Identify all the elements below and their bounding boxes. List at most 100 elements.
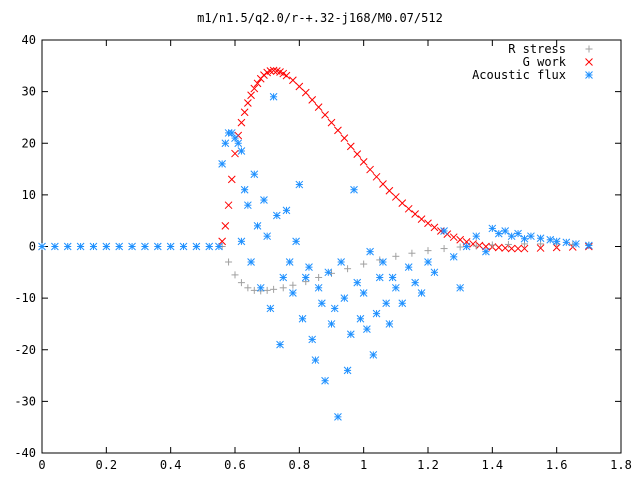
legend-label-r-stress: R stress (508, 42, 566, 56)
x-tick-label: 0.4 (160, 458, 182, 472)
data-point-acoustic-flux (501, 227, 510, 235)
data-point-acoustic-flux (507, 232, 516, 241)
data-point-r-stress (472, 242, 480, 250)
data-point-acoustic-flux (343, 366, 352, 375)
data-point-acoustic-flux (244, 201, 252, 210)
data-point-acoustic-flux (536, 234, 545, 243)
data-point-g-work (430, 223, 439, 232)
data-point-g-work (218, 237, 226, 246)
data-point-acoustic-flux (38, 242, 46, 251)
data-point-acoustic-flux (314, 283, 323, 292)
data-point-acoustic-flux (272, 211, 281, 220)
data-point-g-work (514, 244, 522, 253)
data-point-r-stress (289, 281, 297, 289)
data-point-acoustic-flux (584, 241, 593, 250)
data-point-acoustic-flux (346, 330, 355, 339)
data-point-r-stress (263, 286, 271, 294)
data-point-g-work (327, 118, 336, 127)
data-point-acoustic-flux (369, 351, 378, 359)
data-point-r-stress (360, 260, 368, 268)
data-point-acoustic-flux (276, 340, 284, 349)
data-point-acoustic-flux (372, 309, 381, 318)
data-point-g-work (536, 244, 545, 252)
data-point-r-stress (456, 243, 464, 251)
data-point-acoustic-flux (295, 180, 304, 189)
data-point-acoustic-flux (115, 242, 124, 251)
data-point-acoustic-flux (359, 289, 368, 297)
data-point-r-stress (504, 240, 512, 248)
data-point-acoustic-flux (317, 299, 326, 308)
data-point-acoustic-flux (430, 268, 439, 277)
data-point-acoustic-flux (424, 258, 432, 266)
data-point-g-work (501, 244, 510, 252)
data-point-acoustic-flux (514, 229, 522, 238)
data-point-r-stress (279, 284, 287, 292)
data-point-acoustic-flux (260, 196, 268, 204)
data-point-acoustic-flux (552, 237, 561, 246)
data-point-g-work (221, 221, 230, 230)
data-point-r-stress (250, 286, 258, 294)
legend-label-acoustic-flux: Acoustic flux (472, 68, 566, 82)
y-tick-label: -10 (14, 291, 36, 305)
data-point-acoustic-flux (482, 247, 490, 256)
data-point-acoustic-flux (141, 242, 149, 251)
data-point-acoustic-flux (102, 242, 111, 251)
data-point-acoustic-flux (250, 170, 259, 179)
data-point-r-stress (270, 285, 278, 293)
data-point-g-work (295, 82, 304, 91)
x-tick-label: 0.8 (288, 458, 310, 472)
data-point-r-stress (408, 249, 416, 257)
data-point-g-work (282, 71, 291, 80)
data-point-g-work (314, 103, 323, 111)
data-point-g-work (346, 142, 355, 151)
data-point-acoustic-flux (527, 232, 535, 241)
data-point-acoustic-flux (298, 314, 307, 323)
legend-marker-g-work (585, 58, 593, 66)
data-point-g-work (417, 215, 426, 223)
data-point-g-work (507, 244, 516, 253)
legend: R stress G work Acoustic flux (472, 42, 593, 82)
data-point-g-work (334, 126, 342, 135)
data-point-acoustic-flux (240, 185, 249, 194)
data-point-g-work (449, 233, 458, 242)
data-point-g-work (404, 204, 413, 213)
data-point-g-work (456, 235, 465, 244)
y-tick-label: 0 (29, 240, 36, 254)
y-tick-label: -40 (14, 446, 36, 460)
data-point-acoustic-flux (301, 273, 310, 282)
data-point-acoustic-flux (334, 413, 342, 421)
data-point-acoustic-flux (285, 258, 294, 266)
x-tick-label: 0.6 (224, 458, 246, 472)
x-tick-label: 1.6 (546, 458, 568, 472)
data-point-r-stress (392, 252, 400, 260)
legend-marker-r-stress (585, 45, 593, 53)
x-tick-label: 1.4 (481, 458, 503, 472)
axes-layer: 0 0.2 0.4 0.6 0.8 1 1.2 1.4 1.6 1.8 -40 -30 -20 -10 0 1… (14, 33, 632, 472)
y-tick-label: 10 (22, 188, 36, 202)
series-layer (38, 66, 593, 421)
data-point-acoustic-flux (89, 242, 98, 251)
data-point-r-stress (244, 284, 252, 292)
data-point-g-work (237, 118, 246, 127)
series-g-work (218, 66, 593, 253)
data-point-acoustic-flux (263, 232, 272, 241)
data-point-acoustic-flux (324, 268, 333, 277)
data-point-acoustic-flux (321, 376, 329, 385)
data-point-g-work (269, 66, 278, 75)
data-point-acoustic-flux (282, 206, 291, 215)
data-point-acoustic-flux (256, 283, 265, 292)
legend-marker-acoustic-flux (585, 71, 593, 79)
data-point-acoustic-flux (488, 224, 497, 233)
y-tick-label: 30 (22, 85, 36, 99)
data-point-acoustic-flux (292, 237, 300, 246)
data-point-g-work (340, 134, 349, 142)
data-point-g-work (244, 99, 252, 107)
data-point-acoustic-flux (247, 258, 255, 266)
data-point-acoustic-flux (382, 299, 391, 308)
x-tick-label: 1 (360, 458, 367, 472)
data-point-acoustic-flux (379, 258, 387, 266)
data-point-g-work (227, 175, 236, 184)
data-point-acoustic-flux (234, 139, 243, 148)
data-point-acoustic-flux (385, 320, 394, 328)
data-point-acoustic-flux (221, 139, 230, 148)
